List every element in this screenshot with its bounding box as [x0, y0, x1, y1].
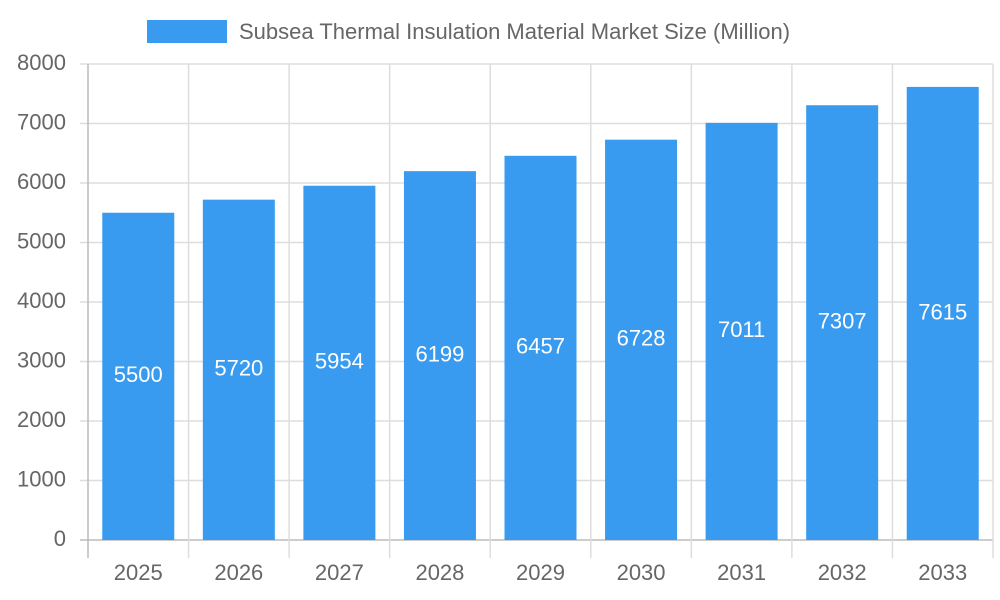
legend-swatch	[147, 20, 227, 43]
y-tick-label: 0	[54, 526, 66, 551]
data-label: 6728	[617, 326, 666, 351]
y-tick-label: 6000	[17, 169, 66, 194]
x-tick-label: 2026	[214, 560, 263, 585]
data-label: 5954	[315, 349, 364, 374]
y-tick-label: 4000	[17, 288, 66, 313]
y-tick-label: 7000	[17, 109, 66, 134]
data-label: 7307	[818, 308, 867, 333]
x-tick-label: 2027	[315, 560, 364, 585]
bar	[906, 86, 979, 540]
y-tick-label: 5000	[17, 228, 66, 253]
y-tick-label: 2000	[17, 407, 66, 432]
data-label: 5720	[214, 356, 263, 381]
data-label: 6199	[415, 341, 464, 366]
y-tick-label: 1000	[17, 466, 66, 491]
bar	[806, 105, 879, 541]
y-tick-label: 3000	[17, 347, 66, 372]
bar	[202, 199, 275, 540]
legend-label: Subsea Thermal Insulation Material Marke…	[239, 19, 790, 44]
x-tick-label: 2029	[516, 560, 565, 585]
bar	[504, 155, 577, 540]
y-tick-label: 8000	[17, 50, 66, 75]
x-tick-label: 2028	[415, 560, 464, 585]
data-label: 7615	[918, 299, 967, 324]
x-tick-label: 2032	[818, 560, 867, 585]
x-tick-label: 2033	[918, 560, 967, 585]
data-label: 7011	[718, 317, 765, 342]
bar	[303, 185, 376, 540]
bar	[705, 122, 778, 541]
bar	[403, 171, 476, 541]
bar	[605, 139, 678, 540]
data-label: 6457	[516, 334, 565, 359]
data-label: 5500	[114, 362, 163, 387]
x-tick-label: 2030	[617, 560, 666, 585]
bar	[102, 212, 175, 540]
x-tick-label: 2025	[114, 560, 163, 585]
x-tick-label: 2031	[717, 560, 766, 585]
